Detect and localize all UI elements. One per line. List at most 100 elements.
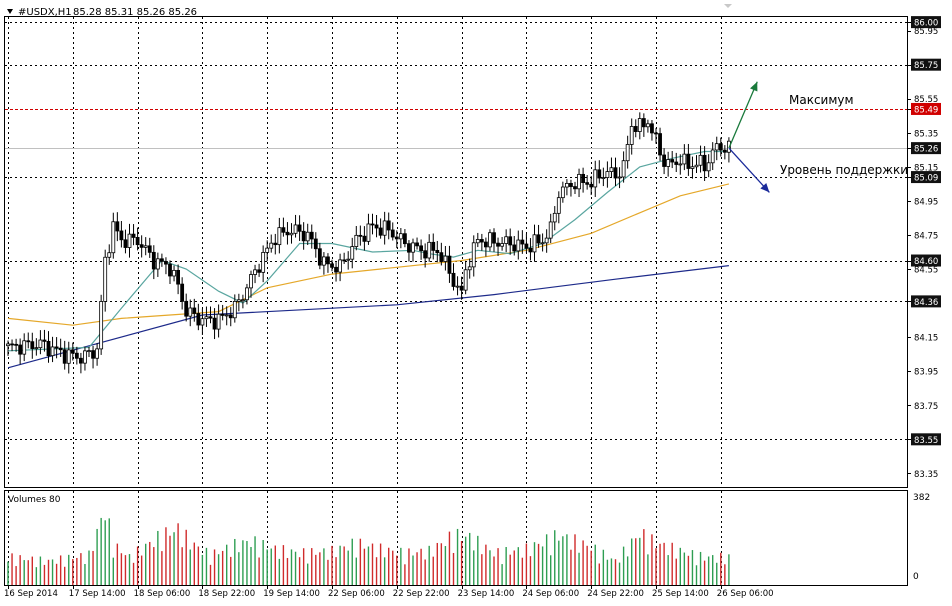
candle-body <box>646 123 650 128</box>
candle-body <box>678 163 683 166</box>
candle-body <box>629 126 634 145</box>
candle-body <box>297 224 302 232</box>
triangle-down-icon[interactable] <box>7 9 13 14</box>
candle-body <box>216 313 221 330</box>
candle-body <box>192 307 197 314</box>
candle-body <box>641 118 646 128</box>
candle-body <box>277 227 282 246</box>
candle-body <box>508 236 513 246</box>
candle-body <box>386 220 391 231</box>
price-tick-label: 85.75 <box>914 61 938 71</box>
candle-body <box>496 242 500 247</box>
time-tick-label: 22 Sep 06:00 <box>328 589 385 599</box>
time-tick-label: 24 Sep 22:00 <box>587 589 644 599</box>
candle-body <box>6 343 10 347</box>
candle-body <box>548 221 553 239</box>
candle-body <box>261 252 266 273</box>
candle-body <box>698 154 703 166</box>
time-tick-label: 18 Sep 06:00 <box>134 589 191 599</box>
price-label-box <box>911 16 941 29</box>
candle-body <box>212 317 217 330</box>
volume-panel-title: Volumes 80 <box>8 495 61 505</box>
candle-body <box>342 259 347 262</box>
candle-body <box>257 269 262 273</box>
candle-body <box>127 233 132 248</box>
candle-body <box>637 118 642 132</box>
candle-body <box>714 143 719 151</box>
candle-body <box>317 248 322 266</box>
time-tick-label: 19 Sep 14:00 <box>263 589 320 599</box>
time-tick-label: 17 Sep 14:00 <box>69 589 126 599</box>
candle-body <box>423 250 428 259</box>
candle-body <box>265 247 270 253</box>
price-tick-label: 83.95 <box>914 368 938 378</box>
candle-body <box>301 230 306 242</box>
volume-min-label: 0 <box>913 572 919 582</box>
price-tick-label: 84.75 <box>914 231 938 241</box>
candle-body <box>706 162 711 172</box>
candle-body <box>492 232 496 244</box>
candle-body <box>366 223 371 242</box>
candle-body <box>293 224 298 234</box>
candle-body <box>605 171 610 179</box>
candle-body <box>309 231 314 240</box>
price-label-box <box>911 254 941 267</box>
time-tick-label: 24 Sep 06:00 <box>522 589 579 599</box>
candle-body <box>544 237 549 244</box>
candle-body <box>710 149 715 164</box>
time-tick-label: 16 Sep 2014 <box>4 589 58 599</box>
candle-body <box>718 143 723 151</box>
scroll-marker-icon[interactable] <box>724 4 732 8</box>
candle-body <box>597 169 602 179</box>
candle-body <box>34 347 39 350</box>
candle-body <box>123 239 128 248</box>
candle-body <box>188 307 193 317</box>
price-panel-frame <box>4 16 908 488</box>
candle-body <box>70 349 75 354</box>
candle-body <box>512 244 517 252</box>
candle-body <box>285 231 290 236</box>
price-tick-label: 84.95 <box>914 197 938 207</box>
candle-body <box>269 242 274 249</box>
candle-body <box>435 249 440 254</box>
candle-body <box>326 256 330 265</box>
candle-body <box>131 233 136 238</box>
support-level-label: Уровень поддержки <box>780 163 908 177</box>
candle-body <box>431 241 436 251</box>
candle-body <box>532 234 537 253</box>
candle-body <box>443 255 448 262</box>
candle-body <box>42 339 47 342</box>
candle-body <box>585 182 590 185</box>
candle-body <box>556 197 561 214</box>
candle-body <box>666 159 671 167</box>
candle-body <box>232 300 237 319</box>
candle-body <box>451 272 456 287</box>
candle-body <box>26 340 31 343</box>
candle-body <box>38 339 43 349</box>
candle-body <box>273 242 278 246</box>
candle-body <box>168 263 172 277</box>
candle-body <box>690 166 695 169</box>
candle-body <box>151 251 156 270</box>
candle-body <box>475 239 480 244</box>
candle-body <box>581 173 585 184</box>
candle-body <box>184 300 189 317</box>
candle-body <box>164 260 168 265</box>
candle-body <box>180 283 185 302</box>
candle-body <box>447 255 452 274</box>
candle-body <box>589 183 594 188</box>
candle-body <box>415 242 419 247</box>
candle-body <box>281 227 286 233</box>
price-label-box <box>911 433 941 446</box>
price-tick-label: 85.95 <box>914 27 938 37</box>
candle-body <box>398 233 403 240</box>
candle-body <box>394 236 399 240</box>
candle-body <box>625 144 630 162</box>
price-tick-label: 83.35 <box>914 470 938 480</box>
candle-body <box>66 349 71 364</box>
time-tick-label: 25 Sep 14:00 <box>652 589 709 599</box>
candle-body <box>10 343 14 346</box>
candle-body <box>694 164 699 168</box>
symbol-title: #USDX,H1 <box>18 7 72 18</box>
